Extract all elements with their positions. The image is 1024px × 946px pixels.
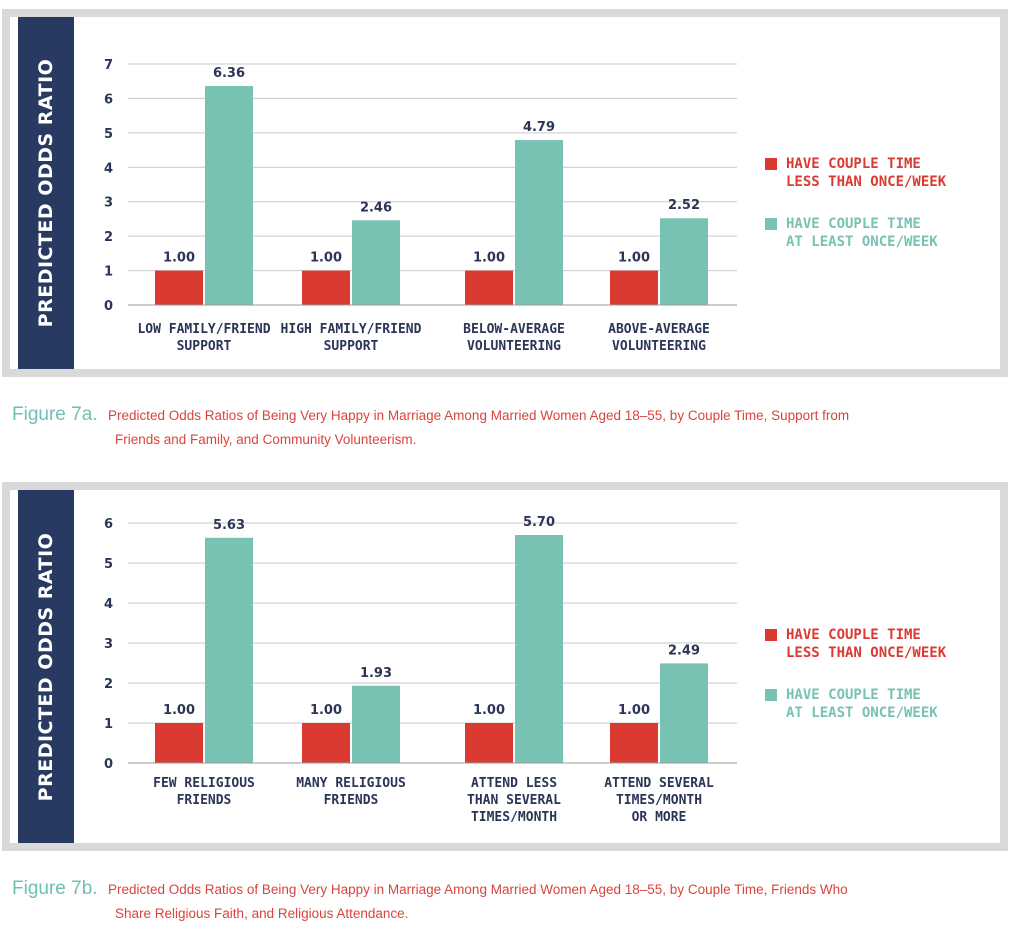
legend-item-at-least-once: HAVE COUPLE TIME AT LEAST ONCE/WEEK [765, 215, 946, 251]
legend: HAVE COUPLE TIME LESS THAN ONCE/WEEK HAV… [765, 155, 946, 275]
legend-label: HAVE COUPLE TIME LESS THAN ONCE/WEEK [786, 627, 947, 661]
data-label: 1.00 [310, 703, 342, 718]
bar-less-than-once [465, 270, 513, 305]
bar-less-than-once [465, 723, 513, 763]
legend-label: HAVE COUPLE TIME AT LEAST ONCE/WEEK [786, 687, 938, 721]
y-tick-label: 4 [104, 161, 113, 176]
y-tick-label: 7 [104, 58, 113, 73]
data-label: 1.00 [473, 251, 505, 266]
data-label: 1.00 [618, 251, 650, 266]
y-tick-label: 0 [104, 299, 113, 314]
category-label: MANY RELIGIOUS FRIENDS [296, 776, 406, 808]
y-tick-label: 2 [104, 230, 113, 245]
data-label: 5.70 [523, 515, 555, 530]
data-label: 1.00 [473, 703, 505, 718]
bar-less-than-once [155, 270, 203, 305]
data-label: 2.46 [360, 200, 392, 215]
category-label: ATTEND SEVERAL TIMES/MONTH OR MORE [604, 776, 714, 825]
data-label: 4.79 [523, 120, 555, 135]
caption-7b: Figure 7b. Predicted Odds Ratios of Bein… [12, 878, 1002, 926]
data-label: 2.49 [668, 643, 700, 658]
data-label: 1.93 [360, 666, 392, 681]
bar-less-than-once [302, 270, 350, 305]
category-label: ATTEND LESS THAN SEVERAL TIMES/MONTH [467, 776, 561, 825]
bar-less-than-once [610, 723, 658, 763]
bar-less-than-once [302, 723, 350, 763]
bar-at-least-once [205, 537, 253, 763]
y-tick-label: 2 [104, 677, 113, 692]
legend-swatch-red [765, 158, 777, 170]
legend: HAVE COUPLE TIME LESS THAN ONCE/WEEK HAV… [765, 626, 946, 746]
bar-less-than-once [610, 270, 658, 305]
data-label: 1.00 [618, 703, 650, 718]
data-label: 5.63 [213, 518, 245, 533]
caption-7a: Figure 7a. Predicted Odds Ratios of Bein… [12, 404, 1002, 452]
category-label: LOW FAMILY/FRIEND SUPPORT [137, 322, 270, 354]
figure-number: Figure 7b. [12, 878, 98, 899]
data-label: 1.00 [163, 251, 195, 266]
category-label: ABOVE-AVERAGE VOLUNTEERING [608, 322, 710, 354]
bar-at-least-once [515, 535, 563, 763]
y-tick-label: 5 [104, 127, 113, 142]
y-tick-label: 4 [104, 597, 113, 612]
bar-at-least-once [660, 218, 708, 305]
data-label: 6.36 [213, 66, 245, 81]
y-axis-label-bar: PREDICTED ODDS RATIO [18, 17, 74, 369]
caption-text-line2: Friends and Family, and Community Volunt… [115, 432, 417, 447]
bar-less-than-once [155, 723, 203, 763]
bar-chart-7b: 0 1 2 3 4 5 6 1.00 5.63 FEW RELIGIOUS FRIENDS 1.00 1… [104, 515, 737, 825]
y-tick-label: 6 [104, 517, 113, 532]
legend-item-less-than-once: HAVE COUPLE TIME LESS THAN ONCE/WEEK [765, 155, 946, 191]
bar-at-least-once [515, 140, 563, 305]
category-label: BELOW-AVERAGE VOLUNTEERING [463, 322, 565, 354]
bar-at-least-once [660, 663, 708, 763]
data-label: 1.00 [163, 703, 195, 718]
legend-label: HAVE COUPLE TIME AT LEAST ONCE/WEEK [786, 216, 938, 250]
y-tick-label: 5 [104, 557, 113, 572]
y-tick-label: 3 [104, 637, 113, 652]
category-label: FEW RELIGIOUS FRIENDS [153, 776, 255, 808]
bar-at-least-once [352, 220, 400, 305]
legend-label: HAVE COUPLE TIME LESS THAN ONCE/WEEK [786, 156, 947, 190]
legend-swatch-teal [765, 218, 777, 230]
category-label: HIGH FAMILY/FRIEND SUPPORT [281, 322, 422, 354]
y-tick-label: 6 [104, 92, 113, 107]
legend-item-at-least-once: HAVE COUPLE TIME AT LEAST ONCE/WEEK [765, 686, 946, 722]
data-label: 2.52 [668, 198, 700, 213]
chart-panel-7b: PREDICTED ODDS RATIO 0 1 2 3 4 5 6 1.00 5.63 FEW … [2, 482, 1008, 851]
bar-at-least-once [352, 685, 400, 763]
legend-swatch-red [765, 629, 777, 641]
y-axis-label-bar: PREDICTED ODDS RATIO [18, 490, 74, 843]
bar-chart-7a: 0 1 2 3 4 5 6 7 1.00 6.36 LOW FAMILY/FRIEND SUPPORT… [104, 58, 737, 354]
chart-panel-7a: PREDICTED ODDS RATIO 0 1 2 3 4 5 6 7 1.00 6.36 LOW… [2, 9, 1008, 377]
data-label: 1.00 [310, 251, 342, 266]
legend-item-less-than-once: HAVE COUPLE TIME LESS THAN ONCE/WEEK [765, 626, 946, 662]
figure-number: Figure 7a. [12, 404, 98, 425]
caption-text: Predicted Odds Ratios of Being Very Happ… [108, 882, 848, 897]
caption-text: Predicted Odds Ratios of Being Very Happ… [108, 408, 850, 423]
y-tick-label: 0 [104, 757, 113, 772]
legend-swatch-teal [765, 689, 777, 701]
caption-text-line2: Share Religious Faith, and Religious Att… [115, 906, 409, 921]
y-tick-label: 3 [104, 196, 113, 211]
y-tick-label: 1 [104, 265, 113, 280]
y-tick-label: 1 [104, 717, 113, 732]
bar-at-least-once [205, 86, 253, 305]
